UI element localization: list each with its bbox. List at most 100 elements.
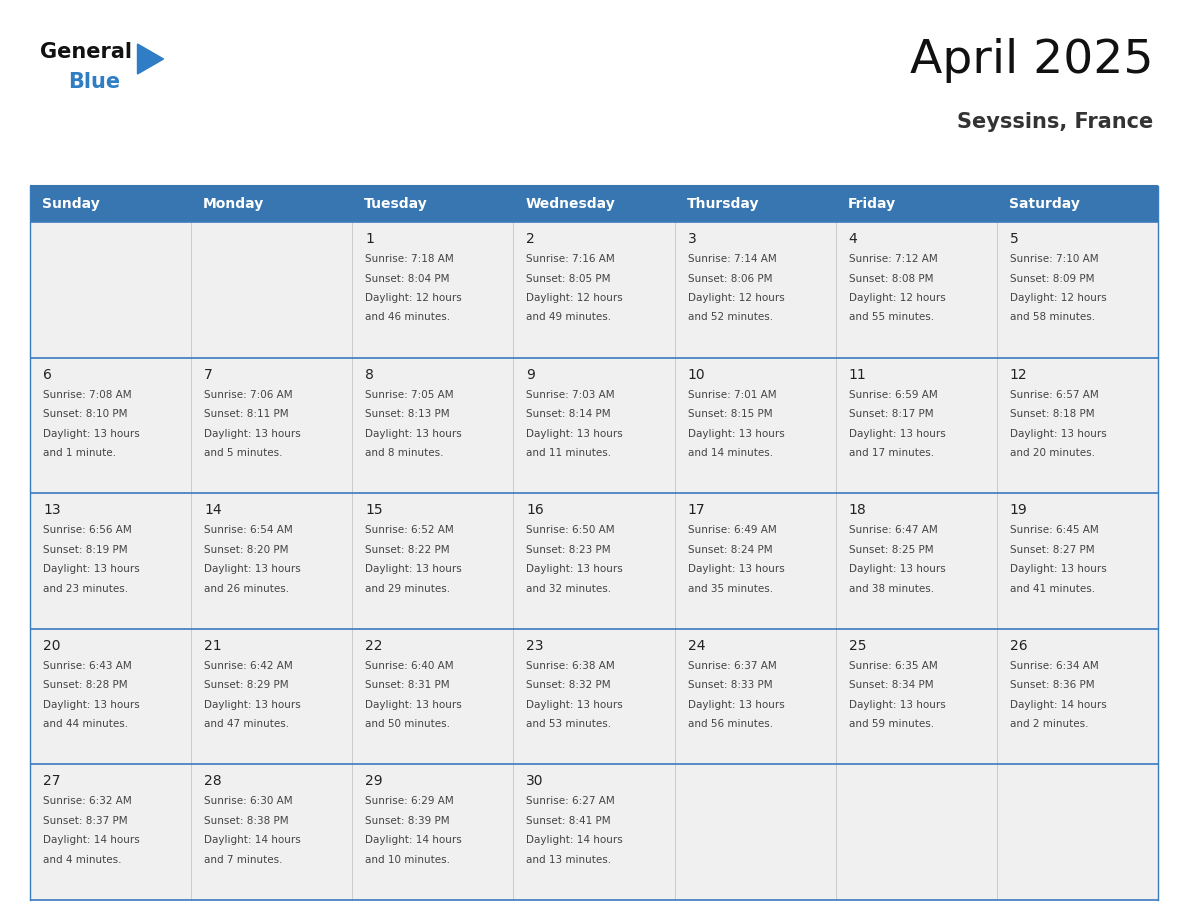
Bar [191,493,353,629]
Bar [835,493,997,629]
Text: 18: 18 [848,503,866,517]
Text: Friday: Friday [848,197,896,211]
Bar [997,222,1158,358]
Text: and 20 minutes.: and 20 minutes. [1010,448,1095,458]
Bar [353,186,513,222]
Text: Sunset: 8:08 PM: Sunset: 8:08 PM [848,274,934,284]
Text: and 46 minutes.: and 46 minutes. [365,312,450,322]
Text: Daylight: 12 hours: Daylight: 12 hours [848,293,946,303]
Text: Sunrise: 7:16 AM: Sunrise: 7:16 AM [526,254,615,264]
Text: Sunset: 8:18 PM: Sunset: 8:18 PM [1010,409,1094,420]
Text: Sunset: 8:10 PM: Sunset: 8:10 PM [43,409,127,420]
Text: 16: 16 [526,503,544,517]
Text: and 52 minutes.: and 52 minutes. [688,312,772,322]
Text: Daylight: 13 hours: Daylight: 13 hours [1010,429,1106,439]
Text: and 35 minutes.: and 35 minutes. [688,584,772,594]
Text: Sunset: 8:31 PM: Sunset: 8:31 PM [365,680,450,690]
Text: Sunrise: 6:40 AM: Sunrise: 6:40 AM [365,661,454,671]
Text: 17: 17 [688,503,706,517]
Text: Sunrise: 6:43 AM: Sunrise: 6:43 AM [43,661,132,671]
Text: and 5 minutes.: and 5 minutes. [204,448,283,458]
Bar [675,765,835,900]
Text: Daylight: 13 hours: Daylight: 13 hours [365,700,462,710]
Text: Monday: Monday [203,197,265,211]
Bar [675,629,835,765]
Text: Sunrise: 6:42 AM: Sunrise: 6:42 AM [204,661,293,671]
Bar [997,186,1158,222]
Text: Sunset: 8:27 PM: Sunset: 8:27 PM [1010,544,1094,554]
Text: Daylight: 13 hours: Daylight: 13 hours [365,565,462,574]
Text: Daylight: 13 hours: Daylight: 13 hours [688,429,784,439]
Text: Sunrise: 7:05 AM: Sunrise: 7:05 AM [365,389,454,399]
Text: Sunrise: 6:59 AM: Sunrise: 6:59 AM [848,389,937,399]
Bar [30,493,191,629]
Text: 5: 5 [1010,232,1018,246]
Bar [997,358,1158,493]
Text: Sunset: 8:19 PM: Sunset: 8:19 PM [43,544,127,554]
Text: 14: 14 [204,503,222,517]
Bar [30,186,191,222]
Text: Sunrise: 6:38 AM: Sunrise: 6:38 AM [526,661,615,671]
Text: Sunrise: 7:08 AM: Sunrise: 7:08 AM [43,389,132,399]
Text: 3: 3 [688,232,696,246]
Text: Sunset: 8:23 PM: Sunset: 8:23 PM [526,544,611,554]
Text: Daylight: 14 hours: Daylight: 14 hours [204,835,301,845]
Text: Daylight: 12 hours: Daylight: 12 hours [1010,293,1106,303]
Text: Daylight: 13 hours: Daylight: 13 hours [365,429,462,439]
Text: Sunset: 8:17 PM: Sunset: 8:17 PM [848,409,934,420]
Text: Tuesday: Tuesday [365,197,428,211]
Text: Sunset: 8:22 PM: Sunset: 8:22 PM [365,544,450,554]
Text: and 10 minutes.: and 10 minutes. [365,855,450,865]
Text: 10: 10 [688,367,706,382]
Text: Daylight: 13 hours: Daylight: 13 hours [688,565,784,574]
Text: and 2 minutes.: and 2 minutes. [1010,720,1088,729]
Text: Daylight: 13 hours: Daylight: 13 hours [43,565,140,574]
Bar [513,358,675,493]
Text: Sunrise: 6:50 AM: Sunrise: 6:50 AM [526,525,615,535]
Text: Daylight: 13 hours: Daylight: 13 hours [204,700,301,710]
Text: Daylight: 13 hours: Daylight: 13 hours [688,700,784,710]
Text: 26: 26 [1010,639,1028,653]
Text: Sunrise: 6:35 AM: Sunrise: 6:35 AM [848,661,937,671]
Text: and 32 minutes.: and 32 minutes. [526,584,612,594]
Bar [353,493,513,629]
Text: Daylight: 13 hours: Daylight: 13 hours [526,565,624,574]
Text: Daylight: 12 hours: Daylight: 12 hours [365,293,462,303]
Text: 25: 25 [848,639,866,653]
Text: Sunrise: 6:54 AM: Sunrise: 6:54 AM [204,525,293,535]
Text: Sunset: 8:38 PM: Sunset: 8:38 PM [204,816,289,826]
Bar [30,358,191,493]
Text: Sunrise: 6:37 AM: Sunrise: 6:37 AM [688,661,776,671]
Text: Sunrise: 6:56 AM: Sunrise: 6:56 AM [43,525,132,535]
Text: Saturday: Saturday [1009,197,1080,211]
Text: Sunset: 8:11 PM: Sunset: 8:11 PM [204,409,289,420]
Text: 19: 19 [1010,503,1028,517]
Text: Daylight: 13 hours: Daylight: 13 hours [526,700,624,710]
Text: Sunrise: 6:29 AM: Sunrise: 6:29 AM [365,797,454,806]
Text: and 23 minutes.: and 23 minutes. [43,584,128,594]
Text: 12: 12 [1010,367,1028,382]
Bar [191,765,353,900]
Bar [191,629,353,765]
Text: Sunrise: 7:18 AM: Sunrise: 7:18 AM [365,254,454,264]
Text: Sunset: 8:06 PM: Sunset: 8:06 PM [688,274,772,284]
Text: Sunset: 8:20 PM: Sunset: 8:20 PM [204,544,289,554]
Text: Sunrise: 7:03 AM: Sunrise: 7:03 AM [526,389,615,399]
Text: Daylight: 13 hours: Daylight: 13 hours [204,429,301,439]
Text: Sunset: 8:09 PM: Sunset: 8:09 PM [1010,274,1094,284]
Text: and 8 minutes.: and 8 minutes. [365,448,444,458]
Bar [353,358,513,493]
Bar [191,222,353,358]
Text: Sunrise: 6:52 AM: Sunrise: 6:52 AM [365,525,454,535]
Bar [997,493,1158,629]
Text: Sunset: 8:36 PM: Sunset: 8:36 PM [1010,680,1094,690]
Text: and 4 minutes.: and 4 minutes. [43,855,121,865]
Text: Daylight: 13 hours: Daylight: 13 hours [43,700,140,710]
Text: April 2025: April 2025 [910,38,1154,83]
Bar [835,222,997,358]
Bar [30,222,191,358]
Text: and 7 minutes.: and 7 minutes. [204,855,283,865]
Bar [997,765,1158,900]
Text: Thursday: Thursday [687,197,759,211]
Text: 21: 21 [204,639,222,653]
